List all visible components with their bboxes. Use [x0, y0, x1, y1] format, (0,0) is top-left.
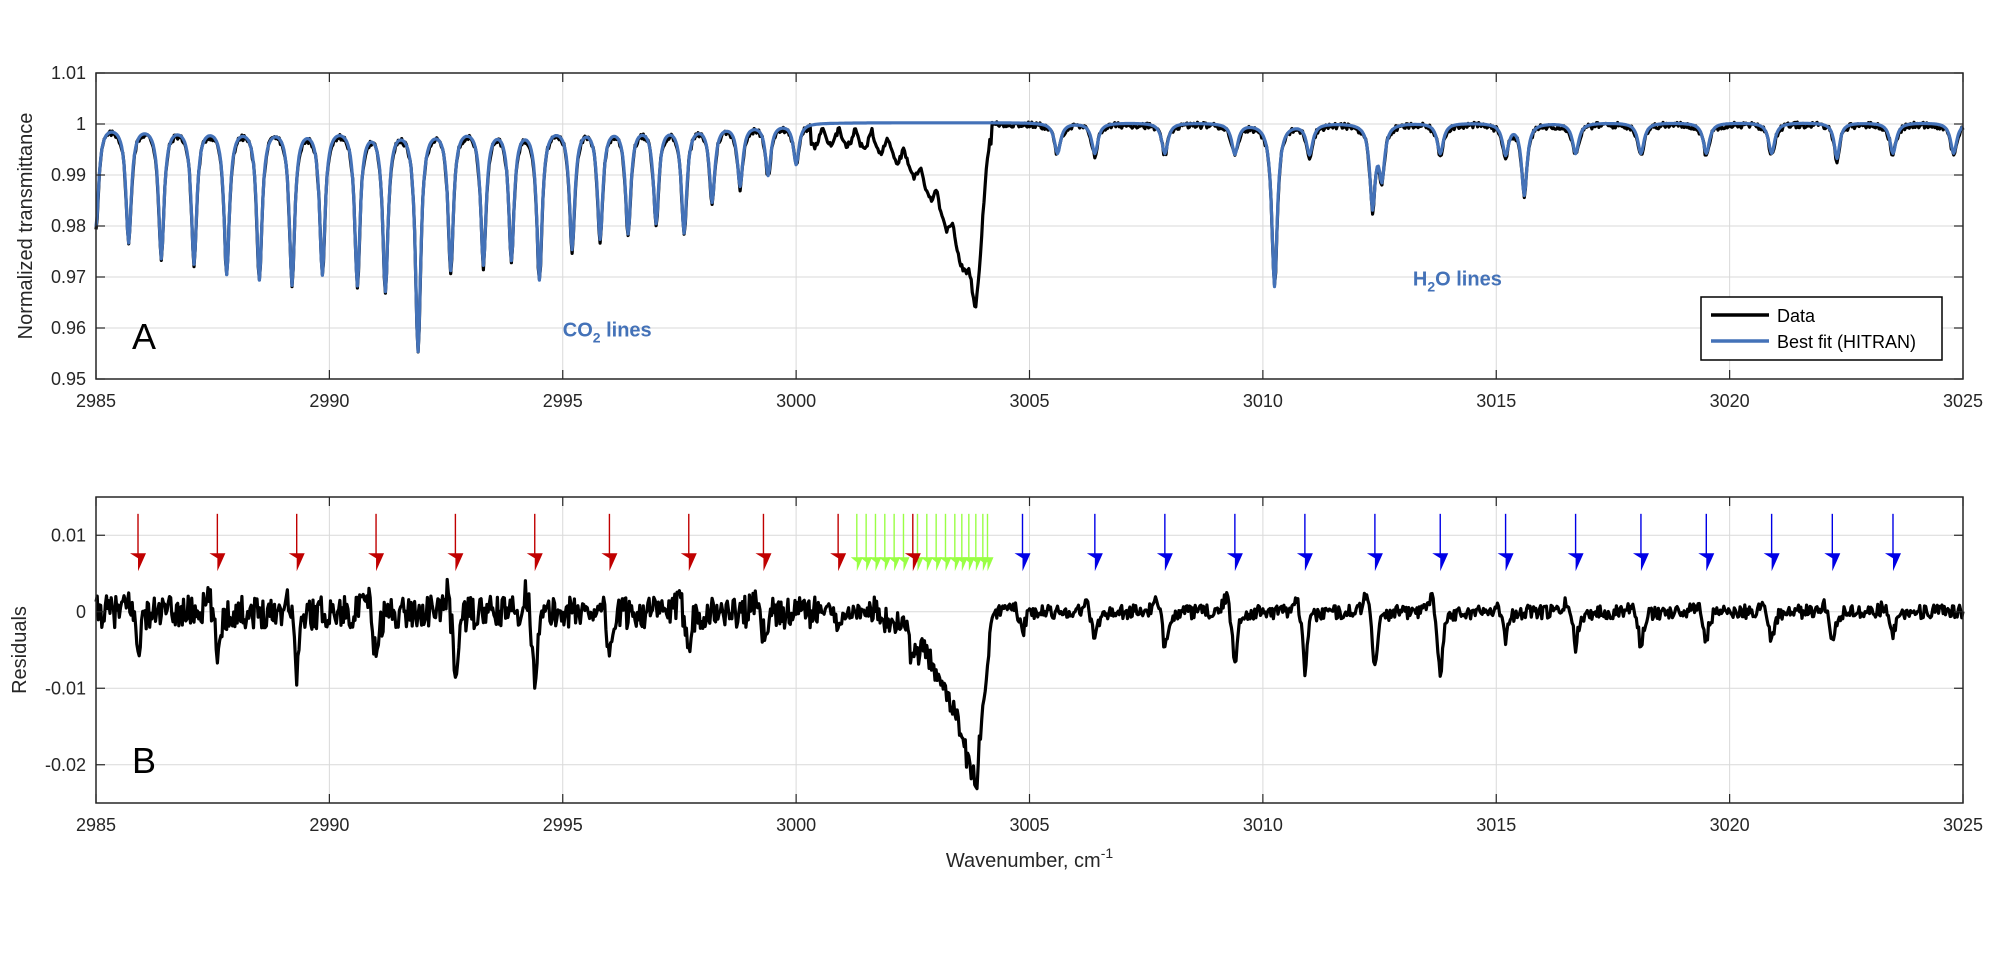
green-arrow: [981, 557, 994, 572]
x-tick-label: 3015: [1476, 391, 1516, 411]
green-arrow: [962, 557, 975, 572]
green-arrow: [920, 557, 933, 572]
red-arrow: [130, 553, 147, 572]
y-tick-label: 0: [76, 602, 86, 622]
legend-box: [1700, 296, 1943, 361]
green-arrow: [888, 557, 901, 572]
red-arrow: [368, 553, 385, 572]
y-tick-label: -0.01: [45, 678, 86, 698]
panel-a-transmittance-chart: 2985 2990 2995 3000 3005 3010 3015 3020 3025 0.95…: [15, 63, 1983, 411]
x-tick-label: 2985: [76, 815, 116, 835]
green-arrow: [860, 557, 873, 572]
blue-arrow: [1824, 553, 1841, 572]
x-tick-label: 3005: [1009, 391, 1049, 411]
x-axis-label: Wavenumber, cm-1: [946, 845, 1114, 872]
x-tick-label: 2995: [543, 391, 583, 411]
h2o-annotation-main: H: [1413, 269, 1427, 291]
panel-b-plot-area: [94, 577, 1965, 791]
x-tick-label: 3015: [1476, 815, 1516, 835]
panel-a-letter: A: [132, 316, 156, 357]
x-axis-label-superscript: -1: [1101, 845, 1114, 861]
blue-arrow: [1014, 553, 1031, 572]
x-tick-label: 3020: [1710, 391, 1750, 411]
x-tick-label: 3020: [1710, 815, 1750, 835]
co2-annotation-subscript: 2: [593, 330, 601, 346]
blue-arrow: [1497, 553, 1514, 572]
red-arrow: [755, 553, 772, 572]
panel-b-residuals-chart: 2985 2990 2995 3000 3005 3010 3015 3020 3025 -0.0…: [9, 496, 1983, 872]
red-arrow: [447, 553, 464, 572]
legend-entry-fit: Best fit (HITRAN): [1777, 332, 1916, 352]
blue-arrow: [1432, 553, 1449, 572]
x-tick-label: 2995: [543, 815, 583, 835]
red-arrow: [830, 553, 847, 572]
panel-b-ticks: 2985 2990 2995 3000 3005 3010 3015 3020 3025 -0.0…: [45, 497, 1983, 835]
h2o-lines-annotation: H2O lines: [1413, 269, 1502, 295]
panel-b-letter: B: [132, 740, 156, 781]
panel-a-grid: [95, 72, 1964, 380]
y-tick-label: 0.95: [51, 369, 86, 389]
green-arrow: [911, 557, 924, 572]
x-tick-label: 2990: [309, 815, 349, 835]
panel-a-ticks: 2985 2990 2995 3000 3005 3010 3015 3020 3025 0.95…: [51, 63, 1983, 411]
panel-a-plot-area: [94, 120, 1965, 354]
x-tick-label: 3010: [1243, 815, 1283, 835]
h2o-annotation-rest: O lines: [1435, 269, 1502, 291]
x-tick-label: 3000: [776, 815, 816, 835]
y-tick-label: 1.01: [51, 63, 86, 83]
y-tick-label: 0.96: [51, 318, 86, 338]
y-tick-label: 1: [76, 114, 86, 134]
y-tick-label: 0.01: [51, 525, 86, 545]
legend: Data Best fit (HITRAN): [1700, 296, 1943, 361]
x-tick-label: 3025: [1943, 815, 1983, 835]
green-arrow: [948, 557, 961, 572]
blue-arrow: [1698, 553, 1715, 572]
y-tick-label: 0.99: [51, 165, 86, 185]
h2o-annotation-subscript: 2: [1427, 279, 1435, 295]
red-arrow: [904, 553, 921, 572]
green-arrow: [869, 557, 882, 572]
green-arrow: [969, 557, 982, 572]
line-marker-arrows: [130, 513, 1901, 572]
panel-a-y-axis-label: Normalized transmittance: [15, 113, 37, 340]
x-tick-label: 2990: [309, 391, 349, 411]
red-arrow: [288, 553, 305, 572]
panel-b-y-axis-label: Residuals: [9, 606, 31, 694]
legend-entry-data: Data: [1777, 306, 1816, 326]
blue-arrow: [1086, 553, 1103, 572]
x-tick-label: 3025: [1943, 391, 1983, 411]
blue-arrow: [1296, 553, 1313, 572]
co2-annotation-main: CO: [563, 320, 593, 342]
green-arrow: [939, 557, 952, 572]
co2-lines-annotation: CO2 lines: [563, 320, 652, 346]
green-arrow: [878, 557, 891, 572]
x-axis-label-main: Wavenumber, cm: [946, 850, 1101, 872]
green-arrow: [930, 557, 943, 572]
blue-arrow: [1366, 553, 1383, 572]
x-tick-label: 3005: [1009, 815, 1049, 835]
y-tick-label: 0.97: [51, 267, 86, 287]
x-tick-label: 2985: [76, 391, 116, 411]
series-best-fit-line: [94, 121, 1965, 354]
blue-arrow: [1567, 553, 1584, 572]
x-tick-label: 3000: [776, 391, 816, 411]
y-tick-label: 0.98: [51, 216, 86, 236]
red-arrow: [526, 553, 543, 572]
blue-arrow: [1884, 553, 1901, 572]
blue-arrow: [1632, 553, 1649, 572]
red-arrow: [209, 553, 226, 572]
green-arrow: [897, 557, 910, 572]
blue-arrow: [1156, 553, 1173, 572]
red-arrow: [680, 553, 697, 572]
series-residuals-line: [94, 577, 1965, 791]
green-arrow: [955, 557, 968, 572]
blue-arrow: [1226, 553, 1243, 572]
red-arrow: [601, 553, 618, 572]
green-arrow: [850, 557, 863, 572]
y-tick-label: -0.02: [45, 755, 86, 775]
co2-annotation-rest: lines: [601, 320, 652, 342]
blue-arrow: [1763, 553, 1780, 572]
x-tick-label: 3010: [1243, 391, 1283, 411]
